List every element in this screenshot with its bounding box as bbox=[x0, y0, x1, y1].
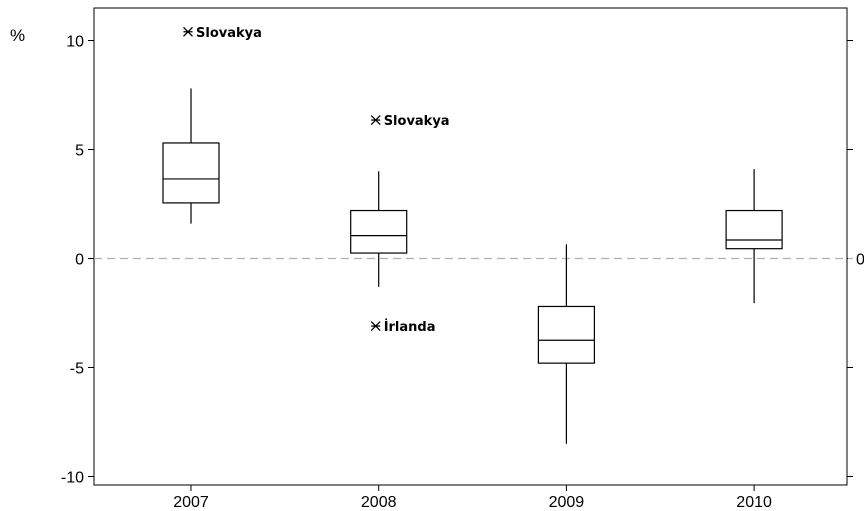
outlier-marker-d2 bbox=[370, 115, 381, 126]
x-tick-label: 2007 bbox=[173, 494, 209, 511]
box-2009 bbox=[537, 244, 596, 444]
box-2008 bbox=[350, 171, 408, 287]
outlier-point: Slovakya bbox=[183, 26, 262, 41]
iqr-box bbox=[537, 305, 596, 364]
outlier-point: Slovakya bbox=[370, 114, 450, 129]
y-tick-label: -5 bbox=[70, 361, 84, 378]
outlier-label: İrlanda bbox=[384, 319, 436, 335]
outlier-point: İrlanda bbox=[370, 319, 436, 335]
iqr-box bbox=[162, 142, 220, 204]
outlier-marker-d2 bbox=[183, 26, 193, 37]
outlier-label: Slovakya bbox=[196, 26, 262, 41]
y-tick-label: 10 bbox=[66, 34, 84, 51]
right-axis-zero-label: 0 bbox=[856, 252, 864, 269]
x-tick-label: 2009 bbox=[549, 494, 585, 511]
box-2007 bbox=[162, 88, 220, 224]
x-axis-ticks: 2007 2008 2009 2010 bbox=[173, 485, 772, 511]
box-2010 bbox=[725, 169, 783, 304]
x-tick-label: 2010 bbox=[736, 494, 772, 511]
y-tick-label: -10 bbox=[61, 470, 84, 487]
x-tick-label: 2008 bbox=[361, 494, 397, 511]
y-axis-unit-label: % bbox=[10, 26, 25, 45]
iqr-box bbox=[725, 209, 783, 250]
y-tick-label: 5 bbox=[75, 143, 84, 160]
outlier-label: Slovakya bbox=[384, 114, 450, 129]
plot-frame bbox=[93, 7, 848, 486]
iqr-box bbox=[350, 209, 408, 254]
boxes bbox=[162, 88, 783, 444]
y-tick-label: 0 bbox=[75, 252, 84, 269]
outliers: Slovakya Slovakya İrlanda bbox=[183, 26, 450, 335]
outlier-marker-d2 bbox=[370, 321, 381, 332]
y-axis-ticks: -10 -5 0 5 10 0 bbox=[61, 34, 864, 487]
